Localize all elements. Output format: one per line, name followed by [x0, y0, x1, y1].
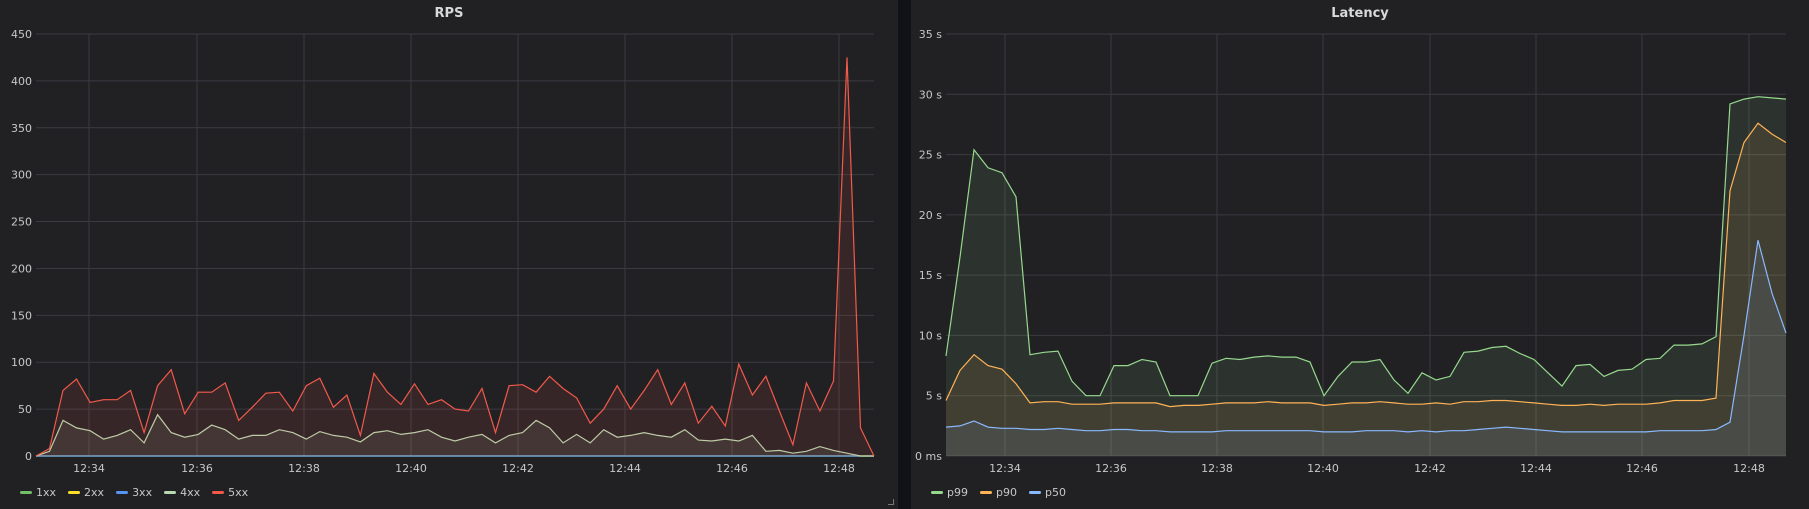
- latency-panel-title: Latency: [1331, 6, 1389, 21]
- rps-y-tick-label: 350: [11, 122, 32, 135]
- latency-series-line-p90[interactable]: [945, 122, 1787, 408]
- latency-y-tick-label: 10 s: [919, 329, 942, 342]
- latency-series-area-p90: [946, 123, 1786, 456]
- latency-series-line-p99[interactable]: [945, 96, 1787, 397]
- rps-series-area-4xx: [36, 414, 874, 456]
- legend-swatch-icon: [1028, 491, 1041, 494]
- rps-y-tick-label: 50: [18, 403, 32, 416]
- legend-swatch-icon: [68, 491, 81, 494]
- rps-x-tick-label: 12:34: [73, 462, 105, 475]
- rps-x-tick-label: 12:46: [716, 462, 748, 475]
- rps-legend: 1xx 2xx 3xx 4xx 5xx: [20, 486, 248, 499]
- latency-x-tick-label: 12:46: [1626, 462, 1658, 475]
- legend-label: p50: [1044, 486, 1066, 499]
- latency-legend: p99 p90 p50: [931, 486, 1066, 499]
- latency-panel: Latency 0 ms 5 s 10 s 15 s 20 s 25 s 30 s 35 s 1…: [911, 0, 1809, 509]
- rps-legend-item-1xx[interactable]: 1xx: [20, 486, 56, 499]
- latency-x-tick-label: 12:40: [1307, 462, 1339, 475]
- rps-x-tick-label: 12:36: [181, 462, 213, 475]
- latency-y-tick-label: 30 s: [919, 88, 942, 101]
- latency-series-area-p50: [946, 240, 1786, 456]
- legend-label: 1xx: [36, 486, 57, 499]
- latency-y-tick-label: 35 s: [919, 28, 942, 41]
- rps-series-area-5xx: [36, 57, 874, 457]
- latency-y-tick-label: 0 ms: [915, 450, 942, 463]
- resize-handle-icon[interactable]: [888, 499, 894, 505]
- legend-label: 5xx: [228, 486, 249, 499]
- rps-y-tick-label: 400: [11, 75, 32, 88]
- latency-x-tick-label: 12:38: [1201, 462, 1233, 475]
- rps-y-tick-label: 300: [11, 169, 32, 182]
- rps-legend-item-4xx[interactable]: 4xx: [164, 486, 200, 499]
- rps-legend-item-3xx[interactable]: 3xx: [116, 486, 152, 499]
- latency-series-line-p50[interactable]: [945, 240, 1787, 433]
- rps-y-tick-label: 250: [11, 216, 32, 229]
- latency-series-area-p99: [946, 96, 1786, 456]
- latency-x-tick-label: 12:34: [989, 462, 1021, 475]
- legend-swatch-icon: [164, 491, 177, 494]
- latency-y-tick-label: 15 s: [919, 269, 942, 282]
- latency-y-tick-label: 5 s: [926, 390, 942, 403]
- legend-swatch-icon: [20, 491, 32, 494]
- legend-label: p99: [947, 486, 968, 499]
- legend-label: p90: [995, 486, 1017, 499]
- rps-chart[interactable]: 0 50 100 150 200 250 300 350 400 450 12:34 12:36 12:…: [0, 0, 898, 509]
- latency-legend-item-p99[interactable]: p99: [931, 486, 968, 499]
- rps-y-tick-label: 450: [11, 28, 32, 41]
- legend-swatch-icon: [931, 491, 943, 494]
- latency-chart[interactable]: 0 ms 5 s 10 s 15 s 20 s 25 s 30 s 35 s 12:34 12:3…: [911, 0, 1809, 509]
- rps-y-tick-label: 100: [11, 356, 32, 369]
- legend-swatch-icon: [979, 491, 992, 494]
- rps-series-line-5xx[interactable]: [35, 57, 875, 457]
- rps-x-tick-label: 12:44: [609, 462, 641, 475]
- legend-swatch-icon: [116, 491, 129, 494]
- legend-label: 3xx: [132, 486, 153, 499]
- latency-legend-item-p90[interactable]: p90: [979, 486, 1017, 499]
- rps-series-line-4xx[interactable]: [35, 413, 874, 457]
- latency-x-tick-label: 12:42: [1414, 462, 1446, 475]
- latency-x-tick-label: 12:36: [1095, 462, 1127, 475]
- rps-x-tick-label: 12:42: [502, 462, 534, 475]
- rps-y-tick-label: 150: [11, 309, 32, 322]
- legend-swatch-icon: [212, 491, 225, 494]
- rps-panel: RPS 0 50 100 150 200 250 300 350 400 450 12:34 12:3…: [0, 0, 899, 509]
- legend-label: 2xx: [84, 486, 105, 499]
- rps-legend-item-2xx[interactable]: 2xx: [68, 486, 104, 499]
- rps-legend-item-5xx[interactable]: 5xx: [212, 486, 248, 499]
- rps-x-tick-label: 12:48: [823, 462, 855, 475]
- rps-y-tick-label: 200: [11, 262, 32, 275]
- latency-y-tick-label: 20 s: [919, 209, 942, 222]
- legend-label: 4xx: [180, 486, 201, 499]
- rps-panel-title: RPS: [434, 6, 464, 21]
- latency-x-tick-label: 12:48: [1733, 462, 1765, 475]
- panel-gap: [898, 0, 911, 509]
- latency-legend-item-p50[interactable]: p50: [1028, 486, 1066, 499]
- latency-y-tick-label: 25 s: [919, 149, 942, 162]
- rps-x-tick-label: 12:40: [395, 462, 427, 475]
- rps-y-tick-label: 0: [25, 450, 32, 463]
- rps-x-tick-label: 12:38: [288, 462, 320, 475]
- latency-x-tick-label: 12:44: [1520, 462, 1552, 475]
